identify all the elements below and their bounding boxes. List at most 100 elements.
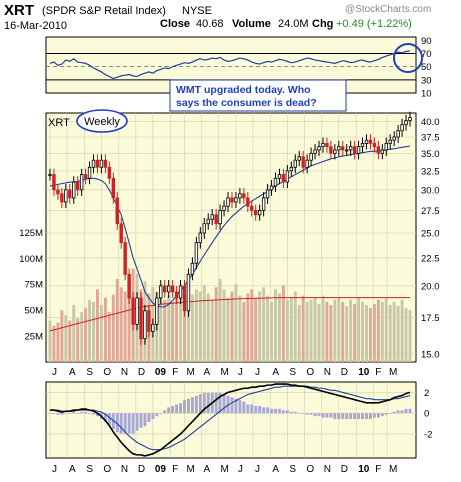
macd-histogram-bar bbox=[222, 394, 226, 414]
volume-bar bbox=[400, 299, 404, 362]
macd-histogram-bar bbox=[115, 413, 119, 433]
macd-histogram-bar bbox=[179, 403, 183, 414]
price-tick-17.5: 17.5 bbox=[421, 313, 440, 324]
price-label: XRT bbox=[48, 117, 70, 129]
macd-histogram-bar bbox=[293, 411, 297, 414]
volume-bar bbox=[179, 289, 183, 362]
macd-histogram-bar bbox=[171, 405, 175, 414]
macd-histogram-bar bbox=[289, 411, 293, 414]
x-axis-main: J A S O N D 09 F M A M J J A S O N D 10 F M bbox=[52, 367, 397, 378]
volume-bar bbox=[349, 299, 353, 362]
volume-bar bbox=[119, 287, 123, 362]
price-candle bbox=[147, 310, 151, 332]
volume-bar bbox=[107, 312, 111, 362]
macd-histogram-bar bbox=[80, 411, 84, 414]
rsi-tick-50: 50 bbox=[421, 62, 432, 73]
price-candle bbox=[305, 159, 309, 168]
price-candle bbox=[151, 323, 155, 332]
volume-bar bbox=[194, 289, 198, 362]
x-label-macd-20: M bbox=[389, 464, 397, 475]
ticker-name: (SPDR S&P Retail Index) bbox=[42, 5, 166, 17]
volume-bar bbox=[222, 289, 226, 362]
volume-bar bbox=[258, 291, 262, 362]
price-candle bbox=[194, 242, 199, 264]
macd-histogram-bar bbox=[96, 413, 99, 417]
x-label-18: 10 bbox=[358, 367, 370, 378]
macd-histogram-bar bbox=[48, 413, 52, 414]
volume-label: Volume bbox=[232, 18, 271, 30]
price-candle bbox=[337, 146, 341, 151]
price-candle bbox=[56, 189, 60, 195]
price-candle bbox=[135, 297, 139, 325]
volume-bar bbox=[404, 308, 408, 362]
macd-histogram-bar bbox=[309, 413, 313, 415]
macd-histogram-bar bbox=[321, 413, 325, 418]
volume-bar bbox=[218, 279, 222, 362]
volume-bar bbox=[246, 293, 250, 362]
x-label-11: J bbox=[238, 367, 243, 378]
x-label-20: M bbox=[389, 367, 397, 378]
price-candle bbox=[198, 232, 203, 244]
x-label-7: F bbox=[172, 367, 178, 378]
volume-bar bbox=[56, 322, 60, 362]
x-label-19: F bbox=[375, 367, 381, 378]
macd-histogram-bar bbox=[380, 413, 384, 417]
price-candle bbox=[163, 285, 167, 293]
volume-bar bbox=[48, 320, 52, 362]
macd-frame bbox=[45, 381, 417, 459]
x-label-macd-4: N bbox=[121, 464, 128, 475]
price-candle bbox=[242, 193, 246, 199]
macd-line bbox=[50, 383, 411, 457]
volume-bar bbox=[92, 301, 95, 362]
x-label-6: 09 bbox=[155, 367, 167, 378]
volume-bar bbox=[76, 318, 80, 362]
price-candle bbox=[131, 297, 135, 325]
macd-histogram-bar bbox=[258, 405, 262, 414]
macd-histogram-bar bbox=[242, 401, 246, 414]
price-candle bbox=[72, 181, 76, 199]
macd-histogram-bar bbox=[88, 413, 92, 414]
x-label-12: J bbox=[255, 367, 260, 378]
macd-histogram-bar bbox=[175, 404, 179, 414]
macd-histogram-bar bbox=[218, 392, 222, 414]
volume-bar bbox=[202, 285, 206, 362]
volume-bar bbox=[270, 301, 274, 362]
change-value: +0.49 (+1.22%) bbox=[336, 18, 412, 30]
macd-histogram-bar bbox=[107, 413, 111, 425]
volume-bar bbox=[297, 304, 301, 362]
macd-histogram-bar bbox=[297, 413, 301, 414]
macd-histogram-bar bbox=[313, 413, 317, 417]
price-candle bbox=[352, 146, 357, 154]
macd-histogram-bar bbox=[357, 413, 361, 420]
price-candle bbox=[356, 146, 361, 154]
volume-bar bbox=[408, 310, 412, 362]
volume-bar bbox=[163, 299, 167, 362]
price-candle bbox=[64, 189, 68, 203]
macd-histogram-bar bbox=[64, 413, 68, 414]
macd-histogram-bar bbox=[281, 410, 285, 414]
volume-tick-25M: 25M bbox=[25, 332, 44, 343]
price-candle bbox=[257, 210, 262, 216]
price-tick-37.5: 37.5 bbox=[421, 132, 440, 143]
volume-bar bbox=[127, 294, 131, 362]
x-label-13: A bbox=[272, 367, 279, 378]
volume-bar bbox=[380, 301, 384, 362]
weekly-label: Weekly bbox=[84, 116, 120, 128]
price-tick-15: 15.0 bbox=[421, 349, 440, 360]
macd-histogram-bar bbox=[206, 392, 210, 414]
volume-bar bbox=[52, 325, 56, 362]
volume-bar bbox=[238, 295, 242, 362]
volume-bar bbox=[214, 287, 218, 362]
price-ma-line bbox=[49, 145, 411, 308]
x-label-2: S bbox=[86, 367, 93, 378]
macd-histogram-bar bbox=[301, 413, 305, 414]
price-candle bbox=[60, 193, 64, 203]
price-candle bbox=[364, 139, 369, 144]
volume-bar bbox=[159, 284, 163, 362]
x-label-8: M bbox=[187, 367, 195, 378]
macd-tick-2: 2 bbox=[424, 388, 429, 399]
price-candle bbox=[372, 142, 377, 148]
x-label-macd-16: N bbox=[324, 464, 331, 475]
volume-bar bbox=[266, 295, 270, 362]
